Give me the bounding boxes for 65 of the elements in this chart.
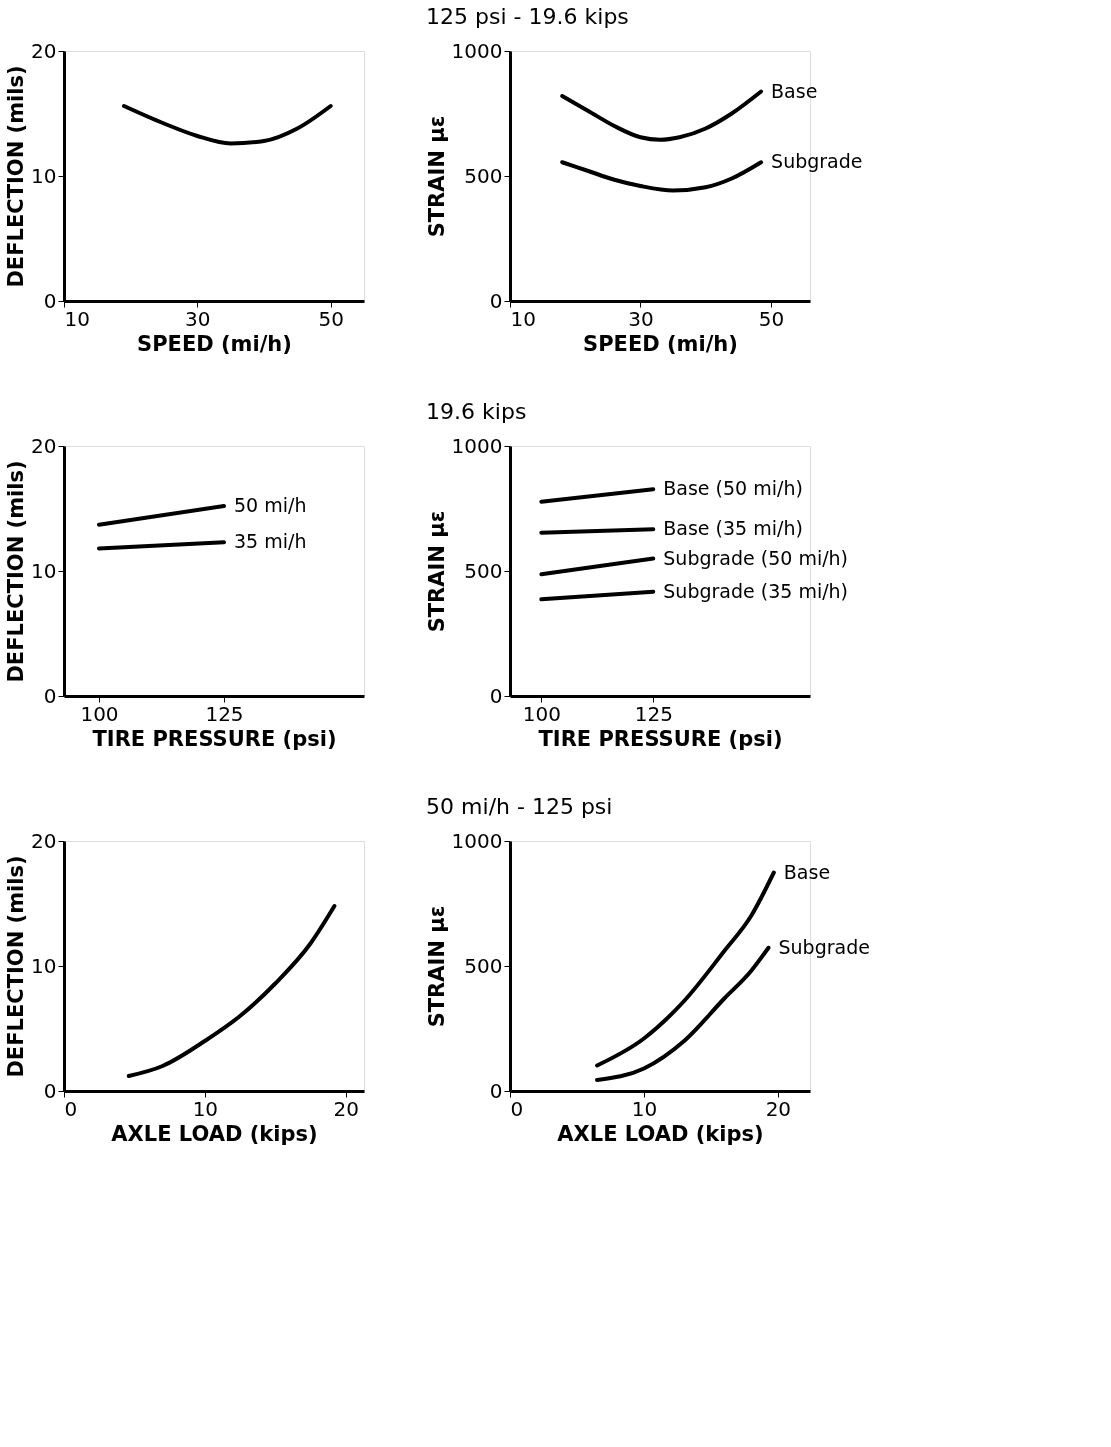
x-tick-label: 125 [634, 701, 673, 726]
x-tick-label: 50 [318, 306, 344, 331]
chart-title: 50 mi/h - 125 psi [426, 794, 613, 819]
y-tick-label: 1000 [451, 38, 503, 63]
y-axis-title: STRAIN με [424, 115, 449, 238]
x-tick-label: 0 [64, 1096, 78, 1121]
y-tick-label: 0 [43, 288, 57, 313]
x-tick-label: 10 [192, 1096, 219, 1121]
y-tick-label: 500 [464, 163, 503, 188]
series-label: Subgrade [771, 150, 863, 173]
line-series [126, 904, 337, 1078]
x-tick-label: 10 [64, 306, 90, 331]
y-tick-label: 500 [464, 558, 503, 583]
y-axis-title: DEFLECTION (mils) [4, 65, 29, 288]
line-series [560, 89, 764, 142]
y-tick-label: 1000 [451, 828, 503, 853]
x-axis-title: SPEED (mi/h) [137, 331, 292, 356]
series-label: Subgrade (50 mi/h) [663, 546, 849, 569]
series-label: Base [783, 860, 831, 883]
x-tick-label: 20 [333, 1096, 359, 1121]
series-label: Base (50 mi/h) [663, 477, 803, 500]
x-tick-label: 30 [185, 306, 211, 331]
series-label: Base [771, 79, 818, 102]
line-series [560, 160, 764, 193]
y-tick-label: 0 [489, 683, 503, 708]
x-tick-label: 20 [765, 1096, 792, 1121]
x-tick-label: 125 [205, 701, 244, 726]
x-tick-label: 10 [510, 306, 536, 331]
y-tick-label: 0 [489, 1078, 503, 1103]
series-label: 50 mi/h [234, 494, 307, 516]
y-axis-title: STRAIN με [424, 510, 449, 633]
line-series [595, 870, 776, 1068]
y-tick-label: 20 [31, 433, 57, 458]
y-tick-label: 10 [31, 163, 57, 188]
x-tick-label: 100 [80, 701, 119, 726]
x-tick-label: 0 [510, 1096, 524, 1121]
x-tick-label: 50 [758, 306, 785, 331]
x-tick-label: 30 [628, 306, 654, 331]
line-series [122, 104, 333, 146]
series-label: Base (35 mi/h) [663, 517, 803, 540]
x-axis-title: AXLE LOAD (kips) [111, 1121, 318, 1146]
x-axis-title: AXLE LOAD (kips) [557, 1121, 764, 1146]
x-axis-title: TIRE PRESSURE (psi) [538, 726, 783, 751]
y-tick-label: 0 [43, 683, 57, 708]
y-tick-label: 20 [31, 38, 57, 63]
y-tick-label: 0 [489, 288, 503, 313]
x-axis-title: SPEED (mi/h) [583, 331, 738, 356]
y-tick-label: 20 [31, 828, 57, 853]
y-tick-label: 10 [31, 558, 57, 583]
x-axis-title: TIRE PRESSURE (psi) [92, 726, 337, 751]
y-tick-label: 500 [464, 953, 503, 978]
y-tick-label: 0 [43, 1078, 57, 1103]
y-tick-label: 10 [31, 953, 57, 978]
x-tick-label: 10 [631, 1096, 658, 1121]
y-axis-title: DEFLECTION (mils) [4, 855, 29, 1078]
series-label: 35 mi/h [234, 530, 307, 553]
y-axis-title: DEFLECTION (mils) [4, 460, 29, 683]
y-tick-label: 1000 [451, 433, 503, 458]
x-tick-label: 100 [522, 701, 561, 726]
series-label: Subgrade (35 mi/h) [663, 579, 849, 602]
y-axis-title: STRAIN με [424, 905, 449, 1028]
line-series [595, 945, 771, 1082]
series-label: Subgrade [778, 935, 870, 958]
chart-title: 19.6 kips [426, 399, 527, 424]
chart-title: 125 psi - 19.6 kips [426, 4, 629, 29]
